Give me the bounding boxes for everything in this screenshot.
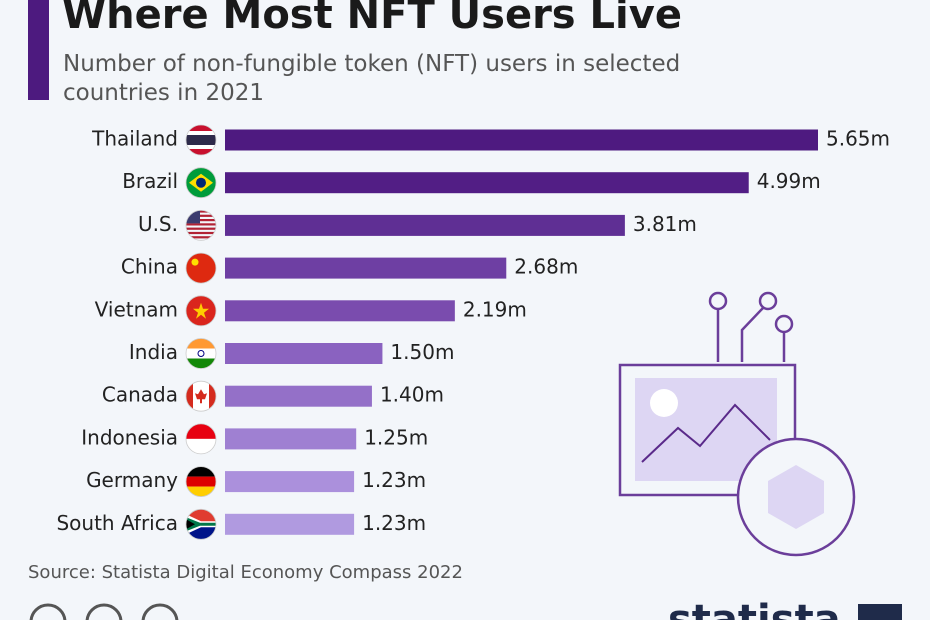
category-label: U.S. (138, 212, 178, 236)
flag-part (186, 476, 216, 487)
flag-part (186, 135, 216, 145)
category-label: Thailand (91, 127, 178, 151)
value-label: 5.65m (826, 127, 890, 151)
category-label: Indonesia (81, 425, 178, 449)
bar (225, 513, 355, 535)
value-label: 3.81m (633, 212, 697, 236)
flag-part (186, 236, 216, 239)
value-label: 4.99m (757, 169, 821, 193)
flag-part (186, 348, 216, 359)
flag-part (186, 223, 216, 226)
value-label: 1.50m (390, 340, 454, 364)
bar (225, 471, 355, 493)
category-label: China (121, 255, 178, 279)
flag-part (186, 145, 216, 149)
flag-part (186, 466, 216, 477)
category-label: Canada (102, 383, 178, 407)
logo-icon (858, 604, 902, 620)
flag (186, 125, 216, 155)
flag-part (197, 350, 205, 357)
flag-part (186, 214, 216, 217)
bar (225, 343, 383, 364)
flag-part (186, 210, 216, 213)
flag (186, 338, 216, 369)
flag-part (186, 338, 216, 349)
flag (186, 509, 216, 540)
bar (225, 257, 507, 279)
category-label: Vietnam (95, 297, 178, 321)
flag-part (191, 258, 199, 266)
flag-part (186, 438, 216, 454)
value-label: 2.68m (514, 255, 578, 279)
flag-border (185, 466, 217, 498)
flag-border (185, 209, 217, 241)
flag-border (185, 338, 217, 369)
flag-part (186, 423, 216, 439)
flag-border (185, 423, 217, 455)
flag (186, 253, 216, 284)
flag (186, 167, 216, 198)
category-label: India (129, 340, 178, 364)
flag-border (185, 252, 217, 284)
flag-part (186, 486, 216, 497)
flag (186, 381, 216, 412)
flag-part (209, 381, 216, 412)
bar (225, 428, 357, 450)
flag-border (185, 508, 217, 540)
flag-border (185, 295, 217, 327)
flag-part (195, 389, 207, 404)
chart-title: Where Most NFT Users Live (62, 0, 682, 38)
flag-part (186, 253, 216, 284)
value-label: 1.25m (364, 425, 428, 449)
accent-bar (28, 0, 49, 100)
flag-part (186, 131, 216, 135)
bar (225, 129, 818, 151)
flag (186, 295, 216, 326)
flag-part (186, 227, 216, 230)
value-label: 2.19m (463, 297, 527, 321)
flag-border (185, 167, 217, 199)
flag-part (186, 231, 216, 235)
flag-part (186, 381, 193, 412)
logo: statista (668, 597, 841, 620)
flag-part (196, 177, 206, 188)
bar (225, 214, 625, 236)
flag-part (193, 302, 209, 319)
flag-part (186, 358, 216, 369)
flag-part (186, 125, 216, 131)
value-label: 1.23m (362, 511, 426, 535)
flag-part (186, 517, 216, 532)
source: Source: Statista Digital Economy Compass… (28, 562, 463, 583)
value-label: 1.23m (362, 468, 426, 492)
illustration (618, 291, 856, 557)
license-icons (29, 603, 179, 620)
flag-border (185, 124, 217, 156)
flag-part (186, 149, 216, 155)
bar (225, 172, 749, 194)
flag-part (186, 519, 195, 530)
chart-subtitle: Number of non-fungible token (NFT) users… (63, 51, 681, 106)
bar (225, 385, 372, 407)
value-label: 1.40m (380, 383, 444, 407)
flag (186, 466, 216, 497)
flag-border (185, 380, 217, 412)
category-label: South Africa (56, 511, 178, 535)
flag-part (186, 219, 216, 222)
bar (225, 300, 455, 322)
category-label: Brazil (122, 169, 178, 193)
flag (186, 423, 216, 454)
category-label: Germany (86, 468, 178, 492)
